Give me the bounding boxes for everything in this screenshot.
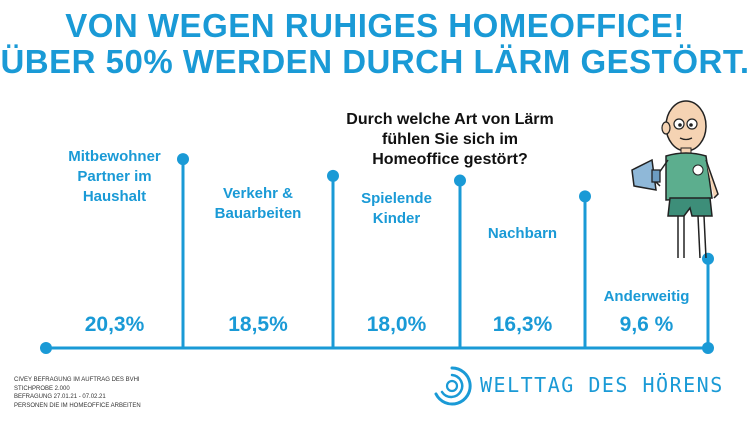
value-label: 20,3% (84, 313, 145, 336)
ear-wave-icon (434, 366, 472, 406)
category-label-line: Bauarbeiten (214, 204, 302, 222)
lollipop-dot (454, 174, 466, 187)
category-label-line: Spielende (361, 189, 432, 207)
value-label: 9,6 % (619, 313, 674, 336)
category-label: Mitbewohner Partner im Haushalt (45, 147, 185, 207)
category-label-line: Verkehr & (222, 184, 294, 202)
source-line-2: STICHPROBE 2.000 (14, 385, 70, 392)
brand-name: WELTTAG DES HÖRENS (480, 373, 724, 397)
question-line-2: fühlen Sie sich im (381, 131, 519, 148)
category-label: Nachbarn (453, 224, 593, 244)
lollipop-dot (702, 252, 714, 265)
category-label-line: Nachbarn (487, 225, 558, 243)
source-line-4: PERSONEN DIE IM HOMEOFFICE ARBEITEN (14, 402, 141, 409)
lollipop-dot (327, 169, 339, 182)
baseline-start-dot (40, 342, 52, 354)
category-label: Verkehr & Bauarbeiten (188, 184, 328, 224)
category-label: Spielende Kinder (327, 189, 467, 229)
source-note: CIVEY BEFRAGUNG IM AUFTRAG DES BVHI STIC… (14, 376, 141, 410)
category-label-line: Kinder (372, 209, 421, 227)
question-line-1: Durch welche Art von Lärm (346, 111, 554, 128)
category-label: Anderweitig (577, 287, 717, 307)
lollipop-dot (579, 190, 591, 203)
source-line-1: CIVEY BEFRAGUNG IM AUFTRAG DES BVHI (14, 377, 140, 383)
source-line-3: BEFRAGUNG 27.01.21 - 07.02.21 (14, 394, 106, 400)
value-label: 18,0% (366, 313, 427, 336)
chart-question: Durch welche Art von Lärm fühlen Sie sic… (340, 110, 560, 170)
headline-line-1: VON WEGEN RUHIGES HOMEOFFICE! (65, 7, 685, 44)
value-label: 16,3% (492, 313, 553, 336)
category-label-line: Haushalt (82, 188, 147, 206)
man-with-megaphone-illustration (631, 100, 719, 259)
category-label-line: Anderweitig (603, 287, 690, 305)
category-label-line: Partner im (77, 168, 152, 186)
headline-line-2: ÜBER 50% WERDEN DURCH LÄRM GESTÖRT. (0, 43, 750, 80)
value-label: 18,5% (228, 313, 288, 336)
category-label-line: Mitbewohner (68, 148, 161, 166)
question-line-3: Homeoffice gestört? (372, 151, 528, 168)
lollipop-dot (177, 153, 189, 166)
